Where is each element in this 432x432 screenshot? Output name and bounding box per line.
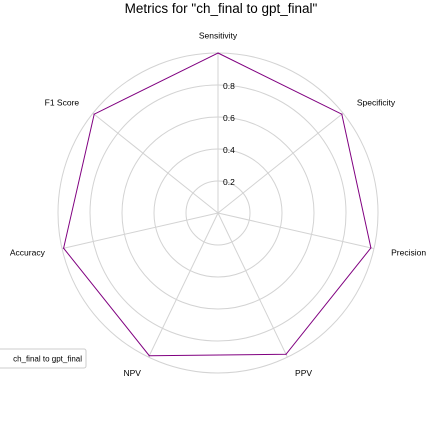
data-point <box>217 52 218 53</box>
axis-label: F1 Score <box>45 97 80 107</box>
axis-label: NPV <box>123 368 141 378</box>
axis-label: PPV <box>295 368 312 378</box>
radial-tick-label: 0.4 <box>223 145 235 155</box>
radial-tick-labels: 0.2 0.4 0.6 0.8 <box>223 81 235 187</box>
grid-spokes <box>62 53 374 357</box>
data-point <box>285 354 286 355</box>
grid-spoke <box>218 213 287 357</box>
data-point <box>149 355 150 356</box>
grid-spoke <box>218 213 374 249</box>
radial-tick-label: 0.2 <box>223 177 235 187</box>
data-point <box>341 114 342 115</box>
axis-label: Accuracy <box>10 248 46 258</box>
grid-spoke <box>149 213 218 357</box>
series-line <box>64 53 371 356</box>
data-point <box>370 247 371 248</box>
data-point <box>94 114 95 115</box>
axis-label: Sensitivity <box>199 30 238 40</box>
series-layer <box>63 52 371 356</box>
grid-spoke <box>62 213 218 249</box>
radial-tick-label: 0.8 <box>223 81 235 91</box>
axis-label: Specificity <box>357 97 396 107</box>
radial-tick-label: 0.6 <box>223 113 235 123</box>
chart-title: Metrics for "ch_final to gpt_final" <box>125 1 318 16</box>
legend: ch_final to gpt_final <box>0 349 86 368</box>
data-point <box>63 248 64 249</box>
legend-label: ch_final to gpt_final <box>13 355 82 364</box>
axis-label: Precision <box>391 248 426 258</box>
